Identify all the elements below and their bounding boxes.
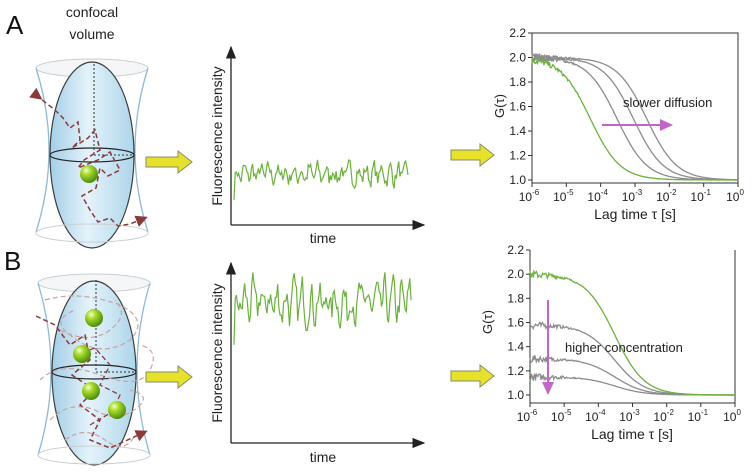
chart-ylabel-b: G(τ) [480, 310, 495, 334]
intensity-trace-b [233, 272, 412, 345]
x-tick-label: 10-6 [519, 188, 540, 204]
x-tick-label: 100 [723, 408, 741, 424]
y-tick-label: 1.6 [507, 316, 524, 330]
flow-arrow-b2 [450, 363, 495, 389]
autocorrelation-chart-b: 1.0 1.2 1.4 1.6 1.8 2.0 2.2 10-6 10-5 10-4 10-3 10… [480, 243, 741, 442]
panel-b: B [4, 243, 741, 466]
flow-arrow-a1 [145, 149, 193, 175]
y-tick-label: 2.0 [509, 51, 526, 65]
flow-arrow-a2 [450, 142, 495, 168]
x-tick-label: 10-1 [688, 408, 709, 424]
annotation-arrow-right [602, 119, 673, 131]
fluorescent-particle [73, 345, 91, 363]
trace-xlabel-b: time [310, 449, 337, 465]
volume-title-line2: volume [69, 26, 114, 42]
confocal-volume-a [29, 58, 149, 249]
series-green [531, 57, 738, 181]
y-tick-label: 1.4 [509, 124, 526, 138]
fluorescent-particle [85, 309, 103, 327]
diffusion-path-a [35, 94, 148, 227]
series-gray-1 [531, 53, 738, 181]
volume-title-line1: confocal [66, 4, 118, 20]
trace-ylabel-b: Fluorescence intensity [209, 283, 225, 422]
x-tick-label: 10-5 [553, 188, 574, 204]
y-tick-label: 2.2 [509, 26, 526, 40]
y-tick-label: 1.2 [509, 149, 526, 163]
annotation-slower-diffusion: slower diffusion [623, 95, 712, 110]
x-tick-label: 10-2 [656, 188, 677, 204]
x-tick-label: 10-3 [622, 188, 643, 204]
y-tick-label: 1.2 [507, 364, 524, 378]
x-tick-label: 10-4 [587, 188, 608, 204]
trace-plot-a: Fluorescence intensity time [209, 45, 426, 246]
chart-xlabel-a: Lag time τ [s] [594, 206, 676, 222]
trace-plot-b: Fluorescence intensity time [209, 261, 426, 465]
series-gray-3 [531, 52, 738, 181]
y-tick-label: 1.8 [509, 75, 526, 89]
x-tick-label: 10-3 [619, 408, 640, 424]
annotation-higher-concentration: higher concentration [565, 340, 683, 355]
flow-arrow-b1 [145, 364, 193, 390]
chart-xlabel-b: Lag time τ [s] [591, 426, 673, 442]
intensity-trace-a [233, 159, 409, 200]
y-tick-label: 1.6 [509, 100, 526, 114]
x-tick-label: 10-2 [653, 408, 674, 424]
autocorrelation-chart-a: 1.0 1.2 1.4 1.6 1.8 2.0 2.2 10-6 10-5 10-4 10-3 10… [492, 26, 744, 222]
fluorescent-particle [82, 382, 100, 400]
panel-a: A confocal volume Fluorescence intensity… [6, 4, 744, 249]
series-gray-2 [531, 53, 738, 181]
series-gray-2 [529, 354, 735, 396]
y-tick-label: 1.0 [509, 173, 526, 187]
chart-ylabel-a: G(τ) [492, 94, 507, 118]
fluorescent-particle [80, 165, 98, 183]
y-tick-label: 2.0 [507, 267, 524, 281]
x-tick-label: 100 [726, 188, 744, 204]
fluorescent-particle [108, 401, 126, 419]
panel-label-b: B [4, 246, 21, 276]
panel-label-a: A [6, 10, 24, 40]
series-gray-3 [529, 372, 735, 396]
y-tick-label: 1.8 [507, 291, 524, 305]
x-tick-label: 10-4 [585, 408, 606, 424]
series-green [529, 268, 735, 396]
x-tick-label: 10-6 [517, 408, 538, 424]
annotation-arrow-down [542, 300, 554, 395]
x-tick-label: 10-1 [690, 188, 711, 204]
confocal-volume-b [35, 273, 154, 466]
x-tick-label: 10-5 [551, 408, 572, 424]
trace-ylabel-a: Fluorescence intensity [209, 66, 225, 205]
y-tick-label: 1.0 [507, 388, 524, 402]
y-tick-label: 1.4 [507, 340, 524, 354]
trace-xlabel-a: time [310, 230, 337, 246]
y-tick-label: 2.2 [507, 243, 524, 257]
